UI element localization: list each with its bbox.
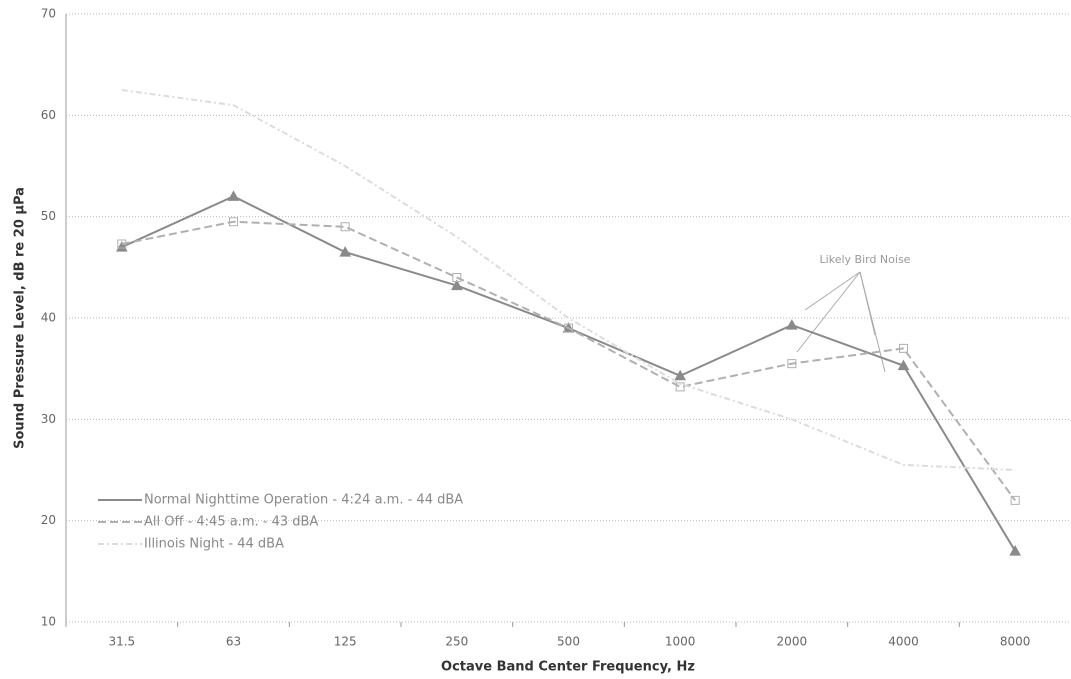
marker <box>115 241 128 252</box>
y-tick-label: 70 <box>41 7 56 21</box>
annotation-arrows <box>796 271 886 373</box>
y-tick-label: 20 <box>41 513 56 527</box>
marker <box>1009 545 1022 556</box>
marker <box>1010 495 1020 505</box>
x-tick-label: 250 <box>445 635 468 649</box>
series-line <box>121 220 1016 501</box>
x-tick-label: 1000 <box>665 635 696 649</box>
marker <box>674 369 687 381</box>
marker <box>227 190 240 201</box>
y-axis-label: Sound Pressure Level, dB re 20 µPa <box>13 187 28 449</box>
marker <box>785 319 798 330</box>
x-tick-label: 63 <box>226 635 241 649</box>
marker <box>452 272 462 282</box>
x-tick-label: 2000 <box>777 635 808 649</box>
x-tick-label: 8000 <box>1000 635 1031 649</box>
marker <box>787 359 797 369</box>
y-tick-label: 40 <box>41 311 56 325</box>
y-tick-label: 60 <box>41 108 56 122</box>
marker <box>450 279 463 291</box>
x-tick-label: 125 <box>334 635 357 649</box>
marker <box>899 343 908 353</box>
x-axis-label: Octave Band Center Frequency, Hz <box>441 660 695 675</box>
marker <box>339 246 352 257</box>
x-tick-label: 31.5 <box>108 635 135 649</box>
x-tick-label: 4000 <box>888 635 919 649</box>
y-tick-label: 10 <box>41 615 56 629</box>
legend-label: All Off - 4:45 a.m. - 43 dBA <box>144 515 318 530</box>
marker <box>340 222 350 232</box>
marker <box>229 217 238 227</box>
annotation: Likely Bird Noise <box>820 253 911 266</box>
legend-label: Normal Nighttime Operation - 4:24 a.m. -… <box>144 493 463 508</box>
y-tick-label: 50 <box>41 209 56 223</box>
marker <box>117 239 127 249</box>
marker <box>564 323 573 333</box>
y-tick-label: 30 <box>41 412 56 426</box>
series-line <box>121 89 1016 471</box>
marker <box>897 359 910 371</box>
marker <box>675 382 685 392</box>
x-tick-label: 500 <box>557 635 580 649</box>
legend-label: Illinois Night - 44 dBA <box>144 537 284 552</box>
